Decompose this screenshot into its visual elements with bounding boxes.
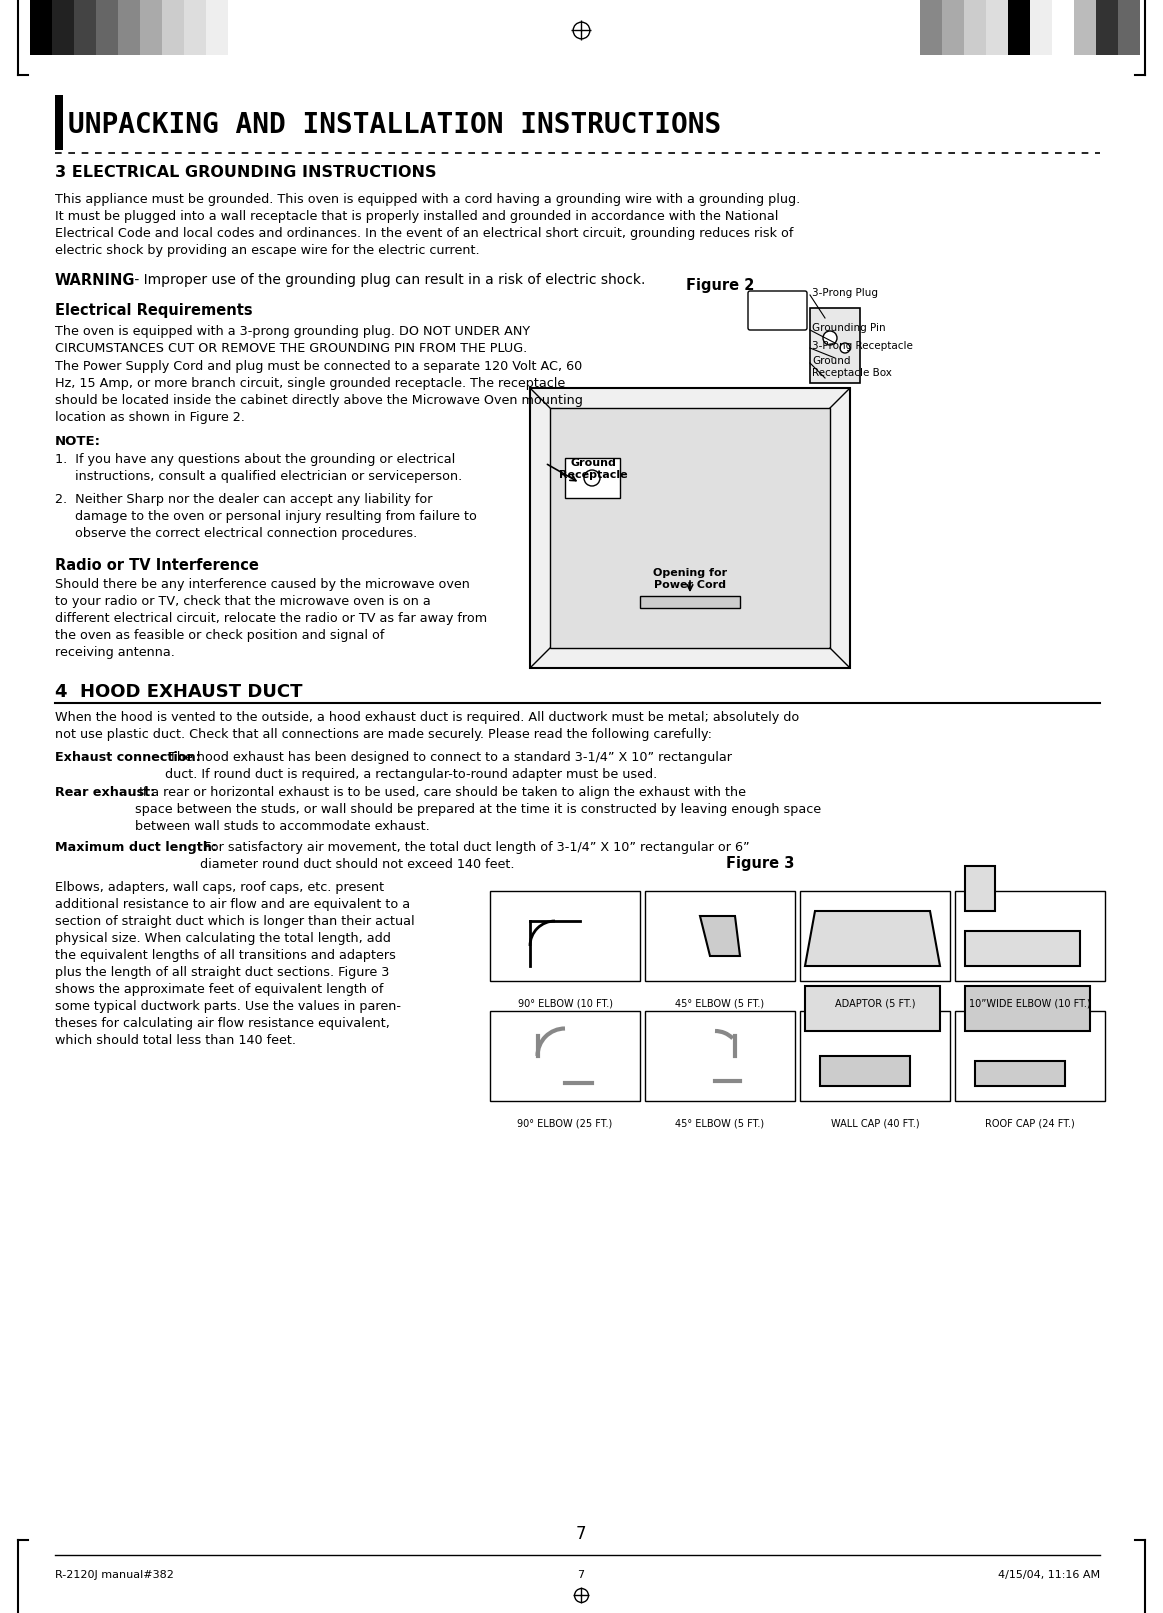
Bar <box>1008 0 1030 55</box>
Bar <box>1118 0 1140 55</box>
Bar <box>140 0 162 55</box>
Text: 7: 7 <box>576 1524 586 1544</box>
Bar <box>975 1061 1065 1086</box>
Text: Opening for
Power Cord: Opening for Power Cord <box>652 568 727 590</box>
Bar <box>530 389 850 668</box>
Text: R-2120J manual#382: R-2120J manual#382 <box>55 1569 174 1581</box>
Bar <box>964 0 986 55</box>
Text: Ground
Receptacle Box: Ground Receptacle Box <box>812 356 892 379</box>
Bar <box>1030 0 1053 55</box>
Bar <box>490 890 640 981</box>
Text: 4/15/04, 11:16 AM: 4/15/04, 11:16 AM <box>998 1569 1100 1581</box>
Text: WALL CAP (40 FT.): WALL CAP (40 FT.) <box>830 1119 919 1129</box>
Bar <box>490 1011 640 1102</box>
Text: 45° ELBOW (5 FT.): 45° ELBOW (5 FT.) <box>676 998 764 1010</box>
Bar <box>117 0 140 55</box>
Text: Elbows, adapters, wall caps, roof caps, etc. present
additional resistance to ai: Elbows, adapters, wall caps, roof caps, … <box>55 881 415 1047</box>
Text: The hood exhaust has been designed to connect to a standard 3-1/4” X 10” rectang: The hood exhaust has been designed to co… <box>165 752 732 781</box>
Text: ROOF CAP (24 FT.): ROOF CAP (24 FT.) <box>985 1119 1075 1129</box>
Text: NOTE:: NOTE: <box>55 436 101 448</box>
Bar <box>565 458 620 498</box>
Text: 2.  Neither Sharp nor the dealer can accept any liability for
     damage to the: 2. Neither Sharp nor the dealer can acce… <box>55 494 477 540</box>
Bar <box>805 986 940 1031</box>
Text: ADAPTOR (5 FT.): ADAPTOR (5 FT.) <box>835 998 915 1010</box>
Bar <box>97 0 117 55</box>
Text: - Improper use of the grounding plug can result in a risk of electric shock.: - Improper use of the grounding plug can… <box>130 273 645 287</box>
Text: Should there be any interference caused by the microwave oven
to your radio or T: Should there be any interference caused … <box>55 577 487 660</box>
Text: If a rear or horizontal exhaust is to be used, care should be taken to align the: If a rear or horizontal exhaust is to be… <box>135 786 821 832</box>
Bar <box>550 408 830 648</box>
Bar <box>206 0 228 55</box>
Text: This appliance must be grounded. This oven is equipped with a cord having a grou: This appliance must be grounded. This ov… <box>55 194 800 256</box>
Bar <box>955 1011 1105 1102</box>
Bar <box>162 0 184 55</box>
Bar <box>800 1011 950 1102</box>
Text: 3-Prong Receptacle: 3-Prong Receptacle <box>812 340 913 352</box>
Bar <box>965 986 1090 1031</box>
Bar <box>1073 0 1096 55</box>
Bar <box>645 890 795 981</box>
Text: 3 ELECTRICAL GROUNDING INSTRUCTIONS: 3 ELECTRICAL GROUNDING INSTRUCTIONS <box>55 165 436 181</box>
Bar <box>1096 0 1118 55</box>
Bar <box>809 308 859 382</box>
Bar <box>184 0 206 55</box>
Bar <box>228 0 250 55</box>
Bar <box>30 0 52 55</box>
Circle shape <box>584 469 600 486</box>
Text: 4  HOOD EXHAUST DUCT: 4 HOOD EXHAUST DUCT <box>55 682 302 702</box>
Bar <box>55 95 63 150</box>
Text: The oven is equipped with a 3-prong grounding plug. DO NOT UNDER ANY
CIRCUMSTANC: The oven is equipped with a 3-prong grou… <box>55 324 530 355</box>
Circle shape <box>840 344 850 353</box>
Text: Electrical Requirements: Electrical Requirements <box>55 303 252 318</box>
Text: 90° ELBOW (10 FT.): 90° ELBOW (10 FT.) <box>518 998 613 1010</box>
Text: WARNING: WARNING <box>55 273 136 289</box>
Bar <box>986 0 1008 55</box>
Bar <box>820 1057 909 1086</box>
Polygon shape <box>700 916 740 957</box>
Bar <box>1053 0 1073 55</box>
Bar <box>942 0 964 55</box>
FancyBboxPatch shape <box>748 290 807 331</box>
Bar <box>955 890 1105 981</box>
Bar <box>52 0 74 55</box>
Text: Exhaust connection:: Exhaust connection: <box>55 752 201 765</box>
Text: The Power Supply Cord and plug must be connected to a separate 120 Volt AC, 60
H: The Power Supply Cord and plug must be c… <box>55 360 583 424</box>
Text: 7: 7 <box>578 1569 585 1581</box>
Bar <box>640 595 740 608</box>
Text: Radio or TV Interference: Radio or TV Interference <box>55 558 259 573</box>
Bar <box>965 866 996 911</box>
Text: Figure 2: Figure 2 <box>686 277 754 294</box>
Bar <box>920 0 942 55</box>
Bar <box>645 1011 795 1102</box>
Bar <box>965 931 1080 966</box>
Text: Figure 3: Figure 3 <box>726 857 794 871</box>
Text: UNPACKING AND INSTALLATION INSTRUCTIONS: UNPACKING AND INSTALLATION INSTRUCTIONS <box>67 111 721 139</box>
Text: Ground
Receptacle: Ground Receptacle <box>558 458 627 481</box>
Text: Rear exhaust:: Rear exhaust: <box>55 786 155 798</box>
Text: 90° ELBOW (25 FT.): 90° ELBOW (25 FT.) <box>518 1119 613 1129</box>
Text: 1.  If you have any questions about the grounding or electrical
     instruction: 1. If you have any questions about the g… <box>55 453 462 482</box>
Text: 45° ELBOW (5 FT.): 45° ELBOW (5 FT.) <box>676 1119 764 1129</box>
Bar <box>74 0 97 55</box>
Polygon shape <box>805 911 940 966</box>
Text: 3-Prong Plug: 3-Prong Plug <box>812 289 878 298</box>
Circle shape <box>823 331 837 345</box>
Text: 10”WIDE ELBOW (10 FT.): 10”WIDE ELBOW (10 FT.) <box>969 998 1091 1010</box>
Bar <box>800 890 950 981</box>
Text: Grounding Pin: Grounding Pin <box>812 323 886 332</box>
Text: Maximum duct length:: Maximum duct length: <box>55 840 217 853</box>
Text: When the hood is vented to the outside, a hood exhaust duct is required. All duc: When the hood is vented to the outside, … <box>55 711 799 740</box>
Text: For satisfactory air movement, the total duct length of 3-1/4” X 10” rectangular: For satisfactory air movement, the total… <box>200 840 750 871</box>
